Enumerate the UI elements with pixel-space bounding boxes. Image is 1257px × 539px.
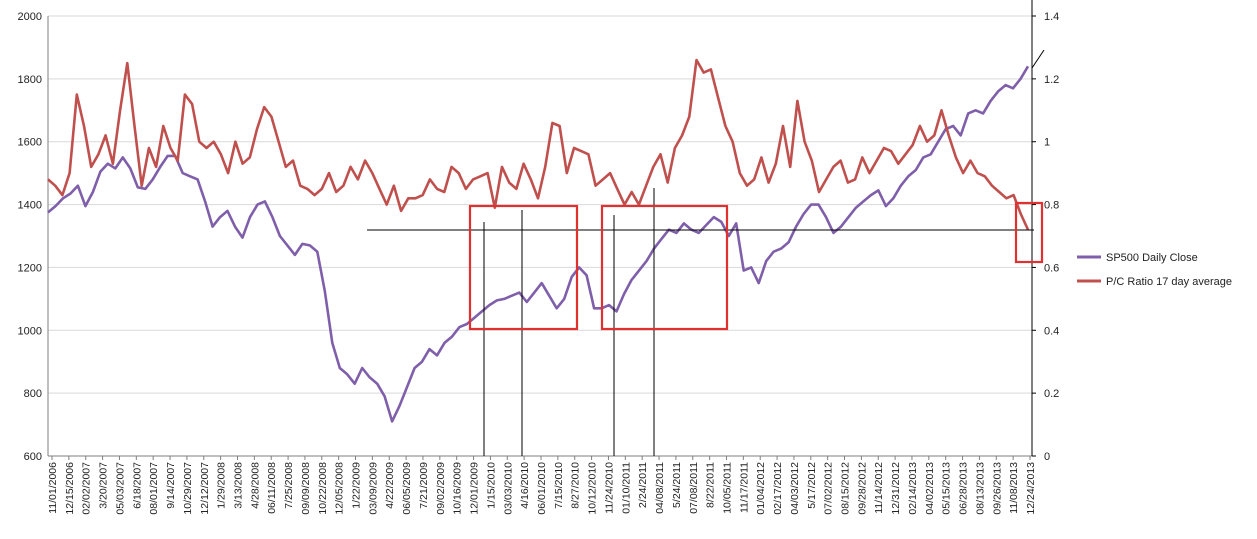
- y-left-tick-label: 1800: [18, 74, 42, 86]
- x-tick-label: 07/08/2011: [688, 462, 700, 514]
- x-tick-label: 08/01/2007: [148, 462, 160, 515]
- x-tick-label: 04/03/2012: [789, 462, 801, 515]
- x-tick-label: 2/24/2011: [637, 462, 649, 508]
- x-tick-label: 3/13/2008: [232, 462, 244, 509]
- x-tick-label: 4/22/2009: [384, 462, 396, 509]
- x-tick-label: 4/16/2010: [519, 462, 531, 509]
- y-right-tick-label: 0.6: [1044, 262, 1059, 274]
- highlight-box: [1014, 201, 1044, 264]
- x-tick-label: 03/09/2009: [367, 462, 379, 515]
- y-right-tick-label: 0: [1044, 451, 1050, 463]
- x-tick-label: 11/24/2010: [603, 462, 615, 514]
- x-tick-label: 5/17/2012: [806, 462, 818, 509]
- highlight-box: [468, 204, 579, 331]
- x-tick-label: 02/14/2013: [907, 462, 919, 515]
- legend-label-sp500: SP500 Daily Close: [1106, 252, 1198, 264]
- trend-stub: [1031, 49, 1045, 69]
- x-tick-label: 4/28/2008: [249, 462, 261, 509]
- x-tick-label: 09/26/2013: [991, 462, 1003, 515]
- x-tick-label: 01/04/2012: [755, 462, 767, 515]
- x-tick-label: 1/22/2009: [351, 462, 363, 509]
- x-tick-label: 11/01/2006: [47, 462, 59, 514]
- series-line-pc-ratio: [47, 58, 1030, 231]
- y-right-tick-label: 0.8: [1044, 200, 1059, 212]
- x-tick-label: 12/15/2006: [64, 462, 76, 515]
- x-tick-label: 8/22/2011: [705, 462, 717, 508]
- x-tick-label: 05/03/2007: [114, 462, 126, 515]
- y-right-tick-label: 0.2: [1044, 388, 1059, 400]
- x-tick-label: 06/01/2010: [536, 462, 548, 515]
- x-tick-label: 12/05/2008: [334, 462, 346, 515]
- x-tick-label: 10/05/2011: [721, 462, 733, 514]
- series-line-sp500: [47, 65, 1030, 423]
- legend[interactable]: SP500 Daily Close P/C Ratio 17 day averag…: [1077, 252, 1232, 288]
- axes: [47, 0, 1036, 460]
- x-tick-label: 05/15/2013: [941, 462, 953, 515]
- x-tick-label: 08/15/2012: [840, 462, 852, 515]
- y-left-tick-label: 1400: [18, 200, 42, 212]
- x-tick-label: 7/15/2010: [553, 462, 565, 509]
- x-tick-label: 06/11/2008: [266, 462, 278, 514]
- x-tick-label: 04/08/2011: [654, 462, 666, 514]
- x-tick-label: 10/22/2008: [317, 462, 329, 515]
- x-tick-label: 08/13/2013: [974, 462, 986, 515]
- y-left-tick-label: 1600: [18, 137, 42, 149]
- y-right-tick-label: 1.2: [1044, 74, 1059, 86]
- x-tick-label: 03/03/2010: [502, 462, 514, 515]
- x-tick-label: 11/17/2011: [738, 462, 750, 513]
- x-tick-label: 11/08/2013: [1008, 462, 1020, 514]
- y-axis-left-labels: 600 800 1000 1200 1400 1600 1800 2000: [18, 11, 42, 463]
- legend-label-pc-ratio: P/C Ratio 17 day average: [1106, 276, 1232, 288]
- y-left-tick-label: 2000: [18, 11, 42, 23]
- x-tick-label: 12/12/2007: [199, 462, 211, 515]
- y-left-tick-label: 1200: [18, 262, 42, 274]
- y-left-tick-label: 600: [24, 451, 42, 463]
- x-tick-label: 11/14/2012: [873, 462, 885, 514]
- x-tick-label: 09/28/2012: [856, 462, 868, 515]
- x-tick-label: 09/02/2009: [435, 462, 447, 515]
- annotations: [367, 49, 1045, 456]
- x-tick-label: 02/17/2012: [772, 462, 784, 515]
- y-right-tick-label: 0.4: [1044, 325, 1059, 337]
- x-tick-label: 07/02/2012: [823, 462, 835, 515]
- x-tick-label: 6/18/2007: [131, 462, 143, 509]
- highlight-box: [600, 204, 729, 331]
- x-tick-label: 1/29/2008: [216, 462, 228, 509]
- x-tick-label: 06/05/2009: [401, 462, 413, 515]
- x-tick-label: 12/31/2012: [890, 462, 902, 515]
- x-tick-label: 02/02/2007: [81, 462, 93, 515]
- x-tick-label: 09/09/2008: [300, 462, 312, 515]
- x-tick-label: 5/24/2011: [671, 462, 683, 508]
- x-tick-label: 04/02/2013: [924, 462, 936, 515]
- x-tick-label: 10/12/2010: [587, 462, 599, 515]
- y-axis-right-labels: 0 0.2 0.4 0.6 0.8 1 1.2 1.4: [1044, 11, 1059, 463]
- x-tick-label: 1/15/2010: [485, 462, 497, 509]
- y-left-tick-label: 800: [24, 388, 42, 400]
- x-tick-label: 3/20/2007: [98, 462, 110, 509]
- x-tick-label: 06/28/2013: [958, 462, 970, 515]
- x-tick-label: 10/29/2007: [182, 462, 194, 515]
- y-left-tick-label: 1000: [18, 325, 42, 337]
- x-tick-label: 12/24/2013: [1025, 462, 1037, 515]
- y-right-tick-label: 1: [1044, 137, 1050, 149]
- series-lines: [47, 58, 1030, 423]
- x-axis-labels: 11/01/2006 12/15/2006 02/02/2007 3/20/2007 0…: [47, 462, 1037, 515]
- x-tick-label: 7/25/2008: [283, 462, 295, 509]
- x-tick-label: 01/10/2011: [620, 462, 632, 514]
- x-tick-label: 7/21/2009: [418, 462, 430, 509]
- x-tick-label: 8/27/2010: [570, 462, 582, 509]
- x-tick-label: 10/16/2009: [452, 462, 464, 515]
- y-right-tick-label: 1.4: [1044, 11, 1059, 23]
- x-tick-label: 12/01/2009: [469, 462, 481, 515]
- x-tick-label: 9/14/2007: [165, 462, 177, 509]
